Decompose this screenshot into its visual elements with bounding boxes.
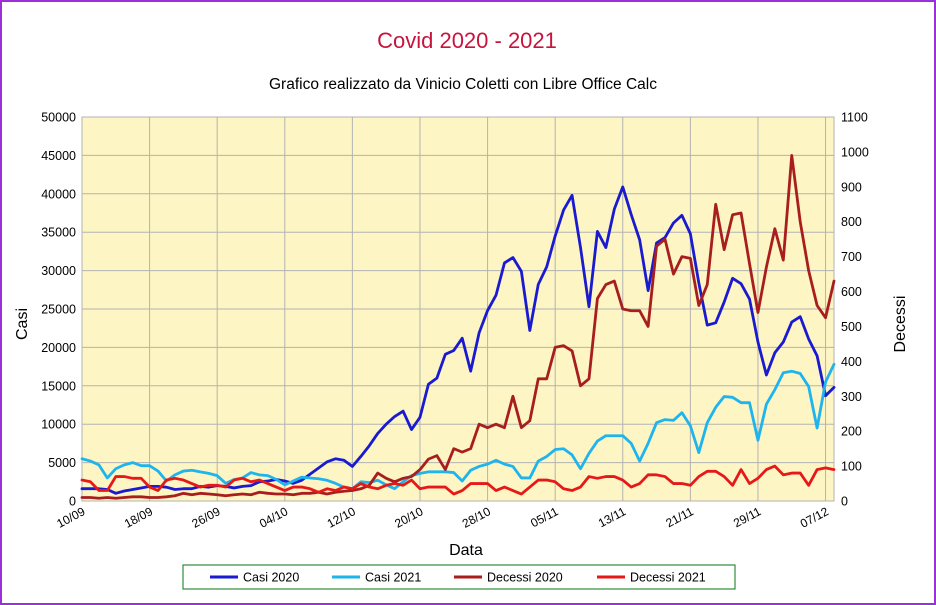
x-tick-label: 29/11 (731, 504, 764, 530)
x-tick-label: 13/11 (596, 504, 629, 530)
y2-tick-label: 400 (841, 355, 862, 369)
y2-tick-label: 300 (841, 390, 862, 404)
y2-tick-label: 0 (841, 495, 848, 509)
series-line-casi-2021 (80, 362, 836, 491)
y2-tick-label: 800 (841, 215, 862, 229)
y2-tick-label: 200 (841, 425, 862, 439)
y-tick-label: 50000 (41, 111, 76, 125)
x-tick-label: 26/09 (190, 504, 223, 531)
x-tick-label: 18/09 (122, 504, 155, 531)
y-tick-label: 0 (69, 495, 76, 509)
y2-tick-label: 1000 (841, 145, 869, 159)
y2-tick-label: 700 (841, 250, 862, 264)
y-tick-label: 35000 (41, 226, 76, 240)
y-axis-left-label: Casi (14, 308, 31, 340)
grid-lines (81, 116, 835, 502)
y-tick-label: 25000 (41, 303, 76, 317)
legend-label: Casi 2020 (243, 571, 299, 585)
y-tick-label: 20000 (41, 341, 76, 355)
y-tick-label: 5000 (48, 456, 76, 470)
x-tick-label: 07/12 (798, 504, 831, 531)
y-tick-label: 45000 (41, 149, 76, 163)
legend-label: Decessi 2021 (630, 571, 706, 585)
y-axis-left-ticks: 0 5000 10000 15000 20000 25000 30000 35000 40000… (41, 111, 76, 509)
x-tick-label: 21/11 (663, 504, 696, 530)
y-tick-label: 30000 (41, 264, 76, 278)
series-line-decessi-2021 (80, 464, 836, 496)
y2-tick-label: 500 (841, 320, 862, 334)
x-tick-label: 20/10 (392, 504, 425, 531)
chart-title: Covid 2020 - 2021 (377, 28, 557, 53)
y-tick-label: 10000 (41, 418, 76, 432)
x-tick-label: 28/10 (460, 504, 493, 531)
x-tick-label: 12/10 (325, 504, 358, 531)
y-axis-right-ticks: 0 100 200 300 400 500 600 700 800 900 1000 1100 (841, 111, 869, 509)
legend-label: Decessi 2020 (487, 571, 563, 585)
y2-tick-label: 1100 (841, 111, 868, 125)
y-tick-label: 15000 (41, 379, 76, 393)
y-tick-label: 40000 (41, 187, 76, 201)
y-axis-right-label: Decessi (892, 296, 909, 353)
legend-label: Casi 2021 (365, 571, 421, 585)
x-axis-ticks: 10/09 18/09 26/09 04/10 12/10 20/10 28/10 05/11… (54, 504, 831, 531)
series-line-decessi-2020 (80, 153, 836, 500)
series-lines (80, 153, 836, 500)
legend-items: Casi 2020 Casi 2021 Decessi 2020 Decessi 20… (210, 571, 706, 585)
chart-subtitle: Grafico realizzato da Vinicio Coletti co… (269, 76, 657, 93)
x-tick-label: 05/11 (528, 504, 561, 530)
x-axis-label: Data (449, 542, 483, 559)
series-line-casi-2020 (80, 185, 836, 495)
x-tick-label: 04/10 (257, 504, 290, 531)
y2-tick-label: 100 (841, 460, 862, 474)
plot-frame (81, 116, 835, 502)
y2-tick-label: 600 (841, 285, 862, 299)
y2-tick-label: 900 (841, 180, 862, 194)
